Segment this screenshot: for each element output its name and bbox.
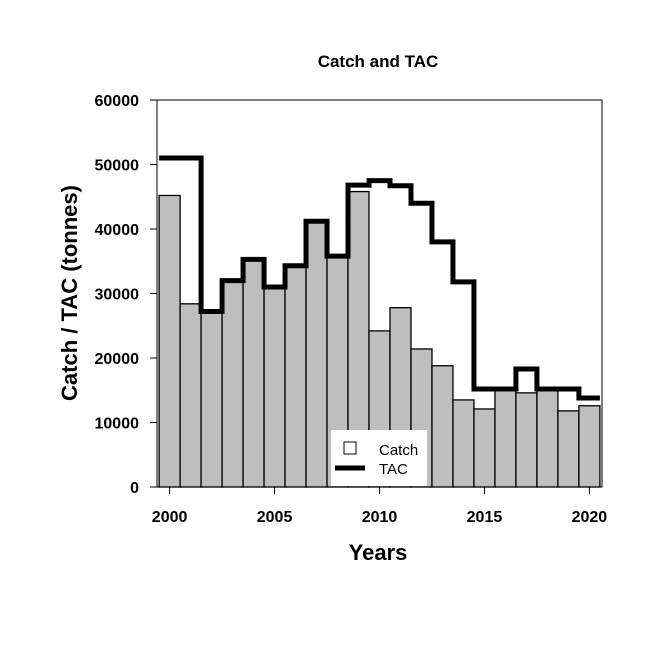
catch-bar bbox=[158, 194, 181, 488]
x-tick-label: 2010 bbox=[362, 509, 398, 526]
catch-bar bbox=[473, 408, 496, 488]
catch-bar bbox=[557, 410, 580, 488]
catch-bar bbox=[515, 392, 538, 488]
catch-bar bbox=[221, 279, 244, 488]
x-tick-label: 2015 bbox=[467, 509, 503, 526]
y-tick-label: 20000 bbox=[95, 351, 140, 368]
catch-bar bbox=[179, 303, 202, 488]
catch-bar bbox=[242, 258, 265, 488]
legend-catch-swatch bbox=[343, 441, 357, 455]
catch-bar bbox=[284, 265, 307, 488]
x-axis-title: Years bbox=[349, 540, 408, 565]
x-tick-label: 2000 bbox=[152, 509, 188, 526]
catch-bar bbox=[494, 388, 517, 488]
catch-bar bbox=[200, 310, 223, 488]
catch-bar bbox=[263, 286, 286, 488]
x-axis: 2000 2005 2010 2015 2020 bbox=[152, 486, 608, 526]
catch-bar bbox=[431, 365, 454, 488]
legend-tac-label: TAC bbox=[379, 461, 408, 478]
catch-bar bbox=[452, 399, 475, 488]
legend-catch-label: Catch bbox=[379, 442, 418, 459]
y-tick-label: 10000 bbox=[95, 416, 140, 433]
y-tick-label: 40000 bbox=[95, 222, 140, 239]
y-axis-title: Catch / TAC (tonnes) bbox=[57, 185, 82, 401]
catch-bars bbox=[158, 190, 601, 488]
y-tick-label: 0 bbox=[130, 480, 139, 497]
y-tick-label: 30000 bbox=[95, 287, 140, 304]
catch-bar bbox=[578, 405, 601, 488]
y-axis: 0 10000 20000 30000 40000 50000 60000 bbox=[95, 93, 158, 497]
legend-box bbox=[331, 430, 427, 486]
catch-bar bbox=[536, 389, 559, 488]
legend: Catch TAC bbox=[331, 430, 427, 486]
tac-step-line bbox=[159, 155, 600, 401]
y-tick-label: 50000 bbox=[95, 158, 140, 175]
catch-bar bbox=[305, 219, 328, 488]
chart-title: Catch and TAC bbox=[318, 52, 439, 71]
x-tick-label: 2020 bbox=[572, 509, 608, 526]
x-tick-label: 2005 bbox=[257, 509, 293, 526]
y-tick-label: 60000 bbox=[95, 93, 140, 110]
